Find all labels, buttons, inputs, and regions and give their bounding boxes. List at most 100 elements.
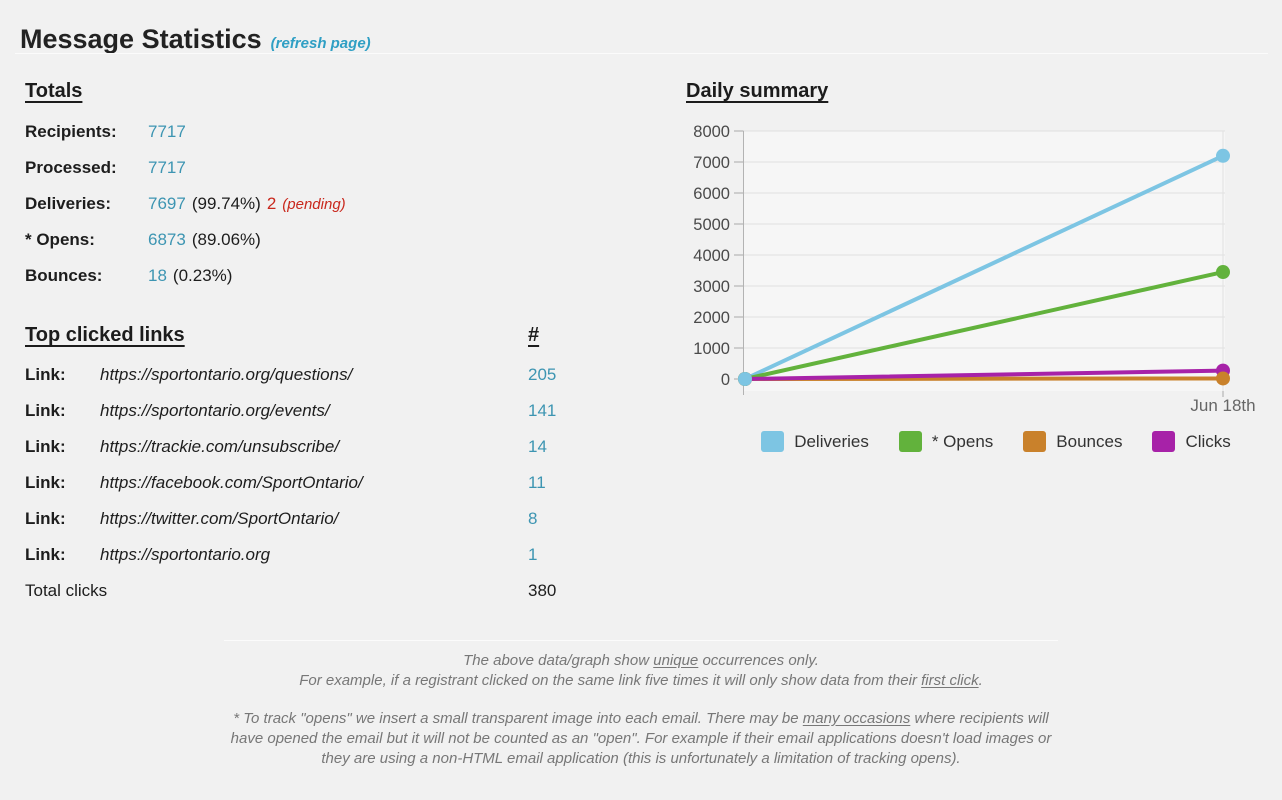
totals-row-pending-count: 2 bbox=[266, 194, 277, 213]
y-axis-tick-label: 2000 bbox=[693, 309, 730, 327]
link-click-count: 205 bbox=[528, 365, 557, 384]
chart-legend: Deliveries * Opens Bounces Clicks bbox=[686, 431, 1266, 452]
stats-column: Totals Recipients: 7717 Processed: 7717 Deli… bbox=[25, 80, 661, 609]
totals-row-label: Processed: bbox=[25, 158, 117, 177]
totals-row-value: 6873 (89.06%) bbox=[148, 230, 261, 250]
legend-item-bounces: Bounces bbox=[1023, 431, 1122, 452]
link-row-label: Link: bbox=[25, 473, 66, 492]
y-axis-tick-label: 5000 bbox=[693, 216, 730, 234]
legend-item-clicks: Clicks bbox=[1152, 431, 1231, 452]
top-clicked-links-header: Top clicked links # bbox=[25, 324, 661, 347]
page-title-text: Message Statistics bbox=[20, 24, 262, 54]
totals-row-percent: (99.74%) bbox=[191, 194, 261, 213]
totals-row-value: 7717 bbox=[148, 158, 186, 178]
link-click-count: 141 bbox=[528, 401, 557, 420]
daily-summary-chart: 0 1000 2000 3000 4000 5000 6000 7000 8000 Jun 18t… bbox=[693, 123, 1255, 415]
legend-swatch bbox=[1023, 431, 1047, 452]
link-url: https://sportontario.org/questions/ bbox=[100, 365, 353, 384]
top-clicked-links-heading: Top clicked links bbox=[25, 324, 185, 346]
totals-row-label: Recipients: bbox=[25, 122, 117, 141]
link-url: https://sportontario.org bbox=[100, 545, 271, 564]
totals-row-number: 6873 bbox=[148, 230, 186, 249]
totals-row: Deliveries: 7697 (99.74%) 2 (pending) bbox=[25, 186, 661, 222]
daily-summary-heading: Daily summary bbox=[686, 80, 829, 102]
unique-occurrences-note: The above data/graph show unique occurre… bbox=[299, 652, 983, 689]
link-row-label: Link: bbox=[25, 545, 66, 564]
totals-row: Processed: 7717 bbox=[25, 150, 661, 186]
link-row-label: Link: bbox=[25, 401, 66, 420]
totals-row-number: 7717 bbox=[148, 122, 186, 141]
link-row: Link: https://sportontario.org 1 bbox=[25, 537, 661, 573]
link-click-count: 1 bbox=[528, 545, 538, 564]
footer-divider bbox=[224, 640, 1058, 641]
y-axis-tick-label: 8000 bbox=[693, 123, 730, 141]
link-url: https://facebook.com/SportOntario/ bbox=[100, 473, 363, 492]
totals-row-number: 7717 bbox=[148, 158, 186, 177]
totals-row-percent: (89.06%) bbox=[191, 230, 261, 249]
page-header: Message Statistics (refresh page) bbox=[20, 24, 1267, 55]
y-axis-tick-label: 0 bbox=[721, 371, 730, 389]
daily-summary-section: Daily summary 0 1000 2000 3000 4000 5000 6000 7… bbox=[686, 80, 1266, 452]
total-clicks-row: Total clicks 380 bbox=[25, 573, 661, 609]
x-axis-tick-label: Jun 18th bbox=[1190, 396, 1255, 415]
legend-label: * Opens bbox=[931, 431, 994, 451]
link-url: https://twitter.com/SportOntario/ bbox=[100, 509, 339, 528]
link-click-count: 11 bbox=[528, 473, 546, 492]
totals-table: Recipients: 7717 Processed: 7717 Deliveries:… bbox=[25, 114, 661, 294]
legend-label: Clicks bbox=[1185, 431, 1231, 451]
link-row-label: Link: bbox=[25, 365, 66, 384]
data-point bbox=[738, 372, 752, 386]
totals-row-value: 7717 bbox=[148, 122, 186, 142]
link-url: https://trackie.com/unsubscribe/ bbox=[100, 437, 340, 456]
totals-row-value: 18 (0.23%) bbox=[148, 266, 232, 286]
link-row: Link: https://sportontario.org/events/141 bbox=[25, 393, 661, 429]
link-row: Link: https://trackie.com/unsubscribe/14 bbox=[25, 429, 661, 465]
y-axis-tick-label: 3000 bbox=[693, 278, 730, 296]
totals-row-number: 7697 bbox=[148, 194, 186, 213]
link-row-label: Link: bbox=[25, 509, 66, 528]
link-row: Link: https://facebook.com/SportOntario/1… bbox=[25, 465, 661, 501]
y-axis-tick-label: 7000 bbox=[693, 154, 730, 172]
link-click-count: 8 bbox=[528, 509, 538, 528]
y-axis-tick-label: 6000 bbox=[693, 185, 730, 203]
totals-row-label: Deliveries: bbox=[25, 194, 111, 213]
header-divider bbox=[15, 53, 1268, 54]
link-row: Link: https://twitter.com/SportOntario/8 bbox=[25, 501, 661, 537]
top-clicked-links-table: Link: https://sportontario.org/questions/… bbox=[25, 357, 661, 573]
y-axis-tick-label: 4000 bbox=[693, 247, 730, 265]
refresh-page-link[interactable]: (refresh page) bbox=[270, 35, 371, 52]
footer-notes: The above data/graph show unique occurre… bbox=[224, 640, 1058, 769]
totals-row-label: Bounces: bbox=[25, 266, 103, 285]
totals-row: Recipients: 7717 bbox=[25, 114, 661, 150]
total-clicks-label: Total clicks bbox=[25, 581, 108, 600]
totals-row-percent: (0.23%) bbox=[172, 266, 233, 285]
legend-label: Bounces bbox=[1056, 431, 1123, 451]
totals-row-label: * Opens: bbox=[25, 230, 95, 249]
opens-tracking-note: * To track "opens" we insert a small tra… bbox=[230, 710, 1052, 767]
legend-swatch bbox=[898, 431, 922, 452]
legend-item-deliveries: Deliveries bbox=[761, 431, 869, 452]
page-title: Message Statistics (refresh page) bbox=[20, 24, 1267, 55]
y-axis-tick-label: 1000 bbox=[693, 340, 730, 358]
link-click-count: 14 bbox=[528, 437, 547, 456]
total-clicks-value: 380 bbox=[528, 581, 557, 600]
count-column-header: # bbox=[528, 324, 540, 346]
totals-row: Bounces: 18 (0.23%) bbox=[25, 258, 661, 294]
legend-item-opens: * Opens bbox=[898, 431, 994, 452]
link-row-label: Link: bbox=[25, 437, 66, 456]
data-point bbox=[1216, 148, 1230, 163]
link-row: Link: https://sportontario.org/questions/… bbox=[25, 357, 661, 393]
totals-heading: Totals bbox=[25, 80, 83, 102]
series-line-clicks bbox=[743, 368, 1225, 381]
totals-row: * Opens: 6873 (89.06%) bbox=[25, 222, 661, 258]
data-point bbox=[1216, 371, 1230, 386]
totals-row-number: 18 bbox=[148, 266, 167, 285]
totals-row-pending-label: (pending) bbox=[282, 196, 346, 213]
data-point bbox=[1216, 265, 1230, 280]
legend-swatch bbox=[1152, 431, 1176, 452]
legend-swatch bbox=[761, 431, 785, 452]
link-url: https://sportontario.org/events/ bbox=[100, 401, 330, 420]
series-line-deliveries bbox=[743, 153, 1225, 381]
legend-label: Deliveries bbox=[794, 431, 869, 451]
